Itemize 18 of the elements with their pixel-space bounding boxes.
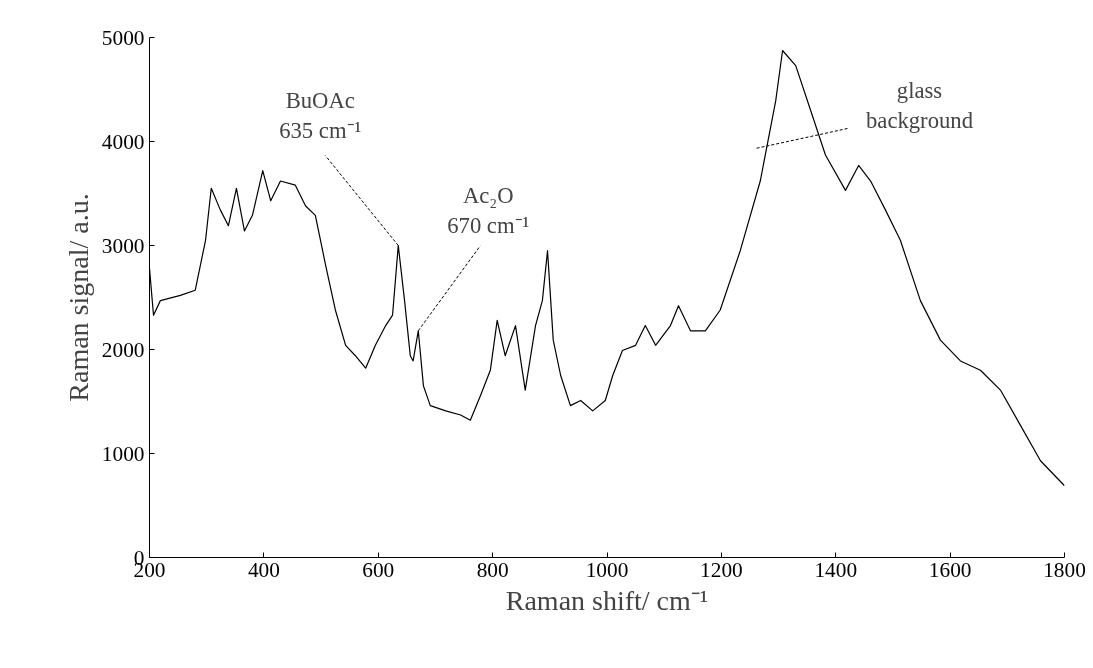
annotation: glass background xyxy=(866,78,974,133)
x-axis-title: Raman shift/ cm⁻¹ xyxy=(505,584,709,616)
x-tick-label: 1000 xyxy=(585,557,629,582)
x-tick-label: 800 xyxy=(476,557,509,582)
y-tick-label: 2000 xyxy=(101,337,145,362)
x-tick-label: 1200 xyxy=(700,557,743,582)
x-tick-label: 1600 xyxy=(928,557,972,582)
y-axis-title: Raman signal/ a.u. xyxy=(62,193,94,402)
annotation: BuOAc 635 cm⁻¹ xyxy=(279,88,362,143)
y-tick-label: 4000 xyxy=(101,129,145,154)
y-tick-label: 3000 xyxy=(101,233,145,258)
y-tick-label: 1000 xyxy=(101,441,145,466)
y-tick-label: 5000 xyxy=(101,25,145,50)
x-tick-label: 1400 xyxy=(814,557,858,582)
x-tick-label: 1800 xyxy=(1043,557,1086,582)
annotation: Ac₂O 670 cm⁻¹ xyxy=(447,183,530,239)
x-tick-label: 600 xyxy=(362,557,395,582)
x-tick-label: 400 xyxy=(247,557,280,582)
